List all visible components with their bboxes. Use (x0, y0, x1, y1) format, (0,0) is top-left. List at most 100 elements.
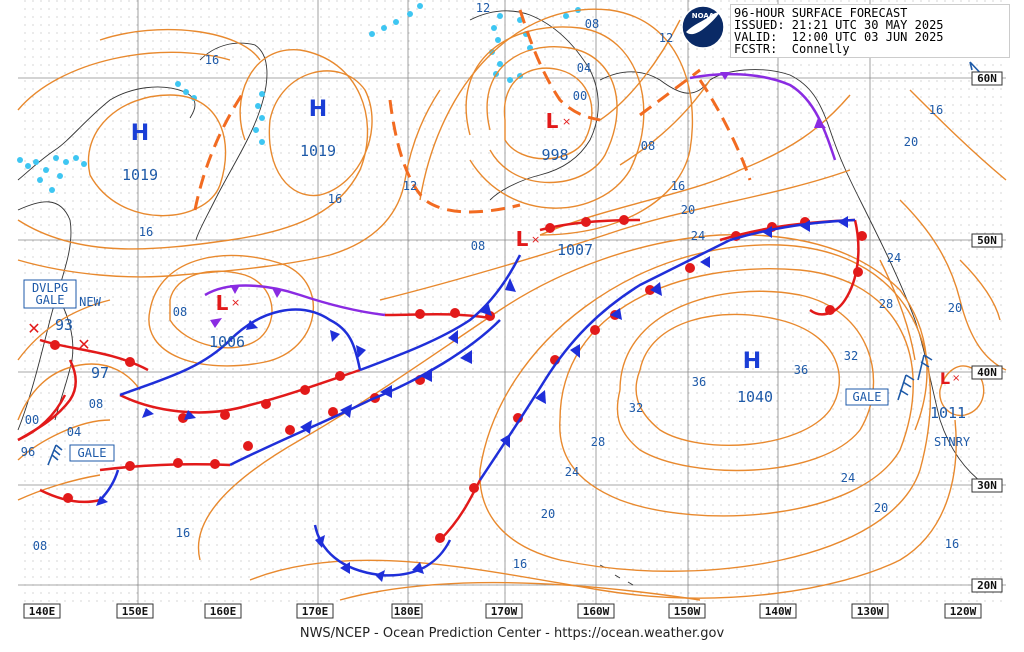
isobar-label: 16 (929, 103, 943, 117)
gale-label: GALE (78, 446, 107, 460)
lon-label: 120W (950, 605, 977, 618)
dvlpg-label: DVLPG (32, 281, 68, 295)
latitude-labels: 60N 50N 40N 30N 20N (971, 71, 1003, 593)
isobar-label: 08 (471, 239, 485, 253)
low-pressure-value: 1007 (557, 241, 593, 259)
low-symbol: L (546, 109, 559, 133)
noaa-logo: NOAA (681, 5, 725, 49)
low-pressure-value: 998 (541, 146, 568, 164)
isobar-label: 24 (565, 465, 579, 479)
low-pressure-value: 97 (91, 364, 109, 382)
low-center-x: × (231, 296, 240, 309)
low-center-x: ✕ (77, 335, 90, 354)
isobar-label: 20 (904, 135, 918, 149)
stnry-label: STNRY (934, 435, 971, 449)
lon-label: 150E (122, 605, 149, 618)
longitude-labels: 140E 150E 160E 170E 180E 170W 160W 150W … (23, 603, 982, 619)
isobar-label: 96 (21, 445, 35, 459)
forecaster: FCSTR: Connelly (734, 42, 850, 56)
isobar-label: 24 (841, 471, 855, 485)
high-pressure-value: 1040 (737, 388, 773, 406)
gale-label: GALE (853, 390, 882, 404)
isobar-label: 00 (25, 413, 39, 427)
isobar-label: 32 (629, 401, 643, 415)
noaa-logo-text: NOAA (692, 12, 715, 20)
isobar-label: 36 (692, 375, 706, 389)
isobar-label: 00 (573, 89, 587, 103)
isobar-values: 16 16 16 16 12 08 12 08 04 00 08 08 16 2… (21, 1, 962, 571)
low-center-x: × (952, 373, 960, 384)
isobar-label: 28 (879, 297, 893, 311)
new-label: NEW (79, 295, 101, 309)
isobar-label: 16 (513, 557, 527, 571)
isobar-label: 20 (948, 301, 962, 315)
high-symbol: H (131, 121, 149, 146)
lon-label: 130W (857, 605, 884, 618)
high-pressure-value: 1019 (300, 142, 336, 160)
lat-label: 20N (977, 579, 997, 592)
lon-label: 140W (765, 605, 792, 618)
isobar-label: 20 (874, 501, 888, 515)
lon-label: 170W (491, 605, 518, 618)
forecast-info-box: 96-HOUR SURFACE FORECAST ISSUED: 21:21 U… (730, 4, 1010, 58)
isobar-label: 24 (691, 229, 705, 243)
isobar-label: 04 (67, 425, 81, 439)
isobar-label: 08 (89, 397, 103, 411)
low-symbol: L (516, 227, 529, 251)
high-symbol: H (743, 349, 761, 374)
isobar-label: 28 (591, 435, 605, 449)
low-pressure-value: 93 (55, 316, 73, 334)
stationary-front-w (17, 394, 67, 442)
troughs (193, 9, 752, 214)
low-center-x: × (531, 233, 540, 246)
occluded-front-symbols (210, 72, 826, 328)
warning-labels: DVLPG GALE NEW GALE GALE STNRY (23, 279, 971, 462)
isobar-label: 12 (476, 1, 490, 15)
isobar-label: 16 (176, 526, 190, 540)
low-pressure-value: 1006 (209, 333, 245, 351)
lat-label: 50N (977, 234, 997, 247)
lon-label: 160E (210, 605, 237, 618)
isobar-label: 08 (585, 17, 599, 31)
forecast-title: 96-HOUR SURFACE FORECAST (734, 6, 908, 20)
lon-label: 180E (394, 605, 421, 618)
isobar-label: 08 (33, 539, 47, 553)
lat-label: 60N (977, 72, 997, 85)
isobar-label: 24 (887, 251, 901, 265)
isobar-label: 20 (681, 203, 695, 217)
valid-time: VALID: 12:00 UTC 03 JUN 2025 (734, 30, 944, 44)
gale-label: GALE (36, 293, 65, 307)
isobar-label: 20 (541, 507, 555, 521)
isobar-label: 12 (659, 31, 673, 45)
low-center-x: × (562, 115, 571, 128)
pressure-centers: H 1019 H 1019 H 1040 L × 998 L × 1007 L … (27, 97, 966, 422)
isobar-label: 04 (577, 61, 591, 75)
isobar-label: 08 (641, 139, 655, 153)
issued-time: ISSUED: 21:21 UTC 30 MAY 2025 (734, 18, 944, 32)
isobar-label: 16 (945, 537, 959, 551)
lat-label: 40N (977, 366, 997, 379)
isobar-label: 16 (328, 192, 342, 206)
lon-label: 170E (302, 605, 329, 618)
isobar-label: 16 (139, 225, 153, 239)
isobar-label: 08 (173, 305, 187, 319)
lat-label: 30N (977, 479, 997, 492)
isobar-label: 32 (844, 349, 858, 363)
isobar-label: 16 (671, 179, 685, 193)
isobar-label: 16 (205, 53, 219, 67)
low-symbol: L (216, 291, 229, 315)
high-symbol: H (309, 97, 327, 122)
low-symbol: L (940, 369, 950, 388)
isobar-label: 36 (794, 363, 808, 377)
occluded-fronts (204, 72, 837, 317)
lon-label: 140E (29, 605, 56, 618)
low-pressure-value: 1011 (930, 404, 966, 422)
lon-label: 160W (583, 605, 610, 618)
low-center-x: ✕ (27, 319, 40, 338)
warm-front-symbols (50, 215, 867, 543)
lon-label: 150W (674, 605, 701, 618)
footer-credit: NWS/NCEP - Ocean Prediction Center - htt… (299, 626, 725, 641)
isobar-label: 12 (403, 179, 417, 193)
high-pressure-value: 1019 (122, 166, 158, 184)
